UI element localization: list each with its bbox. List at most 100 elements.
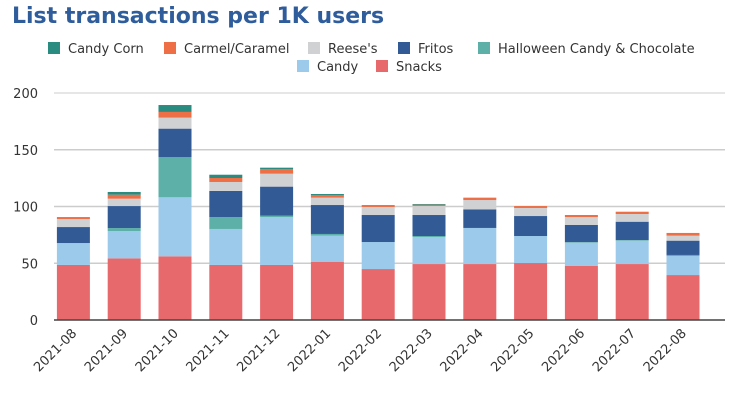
bar-segment-reese-s <box>310 197 344 206</box>
bar-segment-snacks <box>209 264 243 320</box>
legend-label: Fritos <box>418 42 454 57</box>
bar-segment-candy-corn <box>209 174 243 179</box>
bar-segment-snacks <box>615 264 649 320</box>
bar-segment-carmel-caramel <box>158 111 192 118</box>
bar-segment-fritos <box>260 186 294 216</box>
bar-segment-fritos <box>310 205 344 234</box>
bar-segment-carmel-caramel <box>514 206 548 208</box>
legend-item: Snacks <box>376 60 442 75</box>
bar-segment-carmel-caramel <box>564 215 598 218</box>
bar-segment-carmel-caramel <box>666 232 700 236</box>
chart-title: List transactions per 1K users <box>12 4 385 29</box>
legend-item: Halloween Candy & Chocolate <box>478 42 695 57</box>
bar-segment-candy <box>564 242 598 266</box>
y-tick-label: 0 <box>30 314 38 329</box>
legend-item: Candy <box>297 60 359 75</box>
bar-segment-reese-s <box>412 206 446 216</box>
legend-label: Candy <box>317 60 359 75</box>
legend-item: Carmel/Caramel <box>164 42 289 57</box>
bar-segment-reese-s <box>260 173 294 187</box>
bar-segment-carmel-caramel <box>615 211 649 214</box>
legend-swatch <box>478 42 490 54</box>
bar-segment-fritos <box>564 225 598 243</box>
bar-segment-fritos <box>666 240 700 255</box>
bar-segment-reese-s <box>564 217 598 226</box>
bar-segment-fritos <box>412 215 446 237</box>
bar-segment-halloween-candy-chocolate <box>666 254 700 256</box>
x-tick-label: 2022-08 <box>641 326 690 375</box>
bar-segment-snacks <box>666 275 700 320</box>
bar-segment-snacks <box>463 264 497 320</box>
bar-segment-carmel-caramel <box>56 217 90 219</box>
bar-segment-snacks <box>56 264 90 320</box>
bar-segment-candy <box>514 236 548 264</box>
bar-segment-carmel-caramel <box>361 205 395 207</box>
bar-segment-fritos <box>209 190 243 218</box>
legend-label: Snacks <box>396 60 442 75</box>
bar-segment-fritos <box>463 209 497 228</box>
bar-segment-candy <box>260 217 294 265</box>
bar-segment-candy-corn <box>107 191 141 195</box>
bar-segment-halloween-candy-chocolate <box>260 215 294 218</box>
x-tick-label: 2022-06 <box>539 326 588 375</box>
bar-segment-carmel-caramel <box>107 194 141 199</box>
bar-segment-reese-s <box>107 198 141 207</box>
bar-segment-reese-s <box>514 207 548 217</box>
bar-segment-snacks <box>361 269 395 320</box>
y-tick-label: 200 <box>13 87 38 102</box>
legend-swatch <box>164 42 176 54</box>
bar-segment-snacks <box>310 262 344 320</box>
bar-segment-halloween-candy-chocolate <box>310 233 344 236</box>
bar-segment-reese-s <box>666 235 700 241</box>
bar-segment-candy <box>209 228 243 265</box>
legend-swatch <box>376 60 388 72</box>
bar-segment-fritos <box>107 206 141 229</box>
x-tick-label: 2022-07 <box>590 326 639 375</box>
bar-segment-carmel-caramel <box>209 178 243 182</box>
bar-segment-candy-corn <box>158 105 192 112</box>
bar-segment-carmel-caramel <box>412 204 446 207</box>
bar-segment-reese-s <box>56 218 90 228</box>
bar-segment-candy <box>107 231 141 259</box>
legend-label: Halloween Candy & Chocolate <box>498 42 695 57</box>
bar-segment-halloween-candy-chocolate <box>615 240 649 241</box>
bar-segment-halloween-candy-chocolate <box>412 236 446 238</box>
x-tick-label: 2022-02 <box>336 326 385 375</box>
bar-segment-candy-corn <box>260 167 294 170</box>
legend-swatch <box>48 42 60 54</box>
bar-segment-halloween-candy-chocolate <box>209 217 243 229</box>
bar-segment-fritos <box>514 216 548 237</box>
x-tick-label: 2021-12 <box>234 326 283 375</box>
bar-segment-candy <box>463 227 497 265</box>
bar-segment-fritos <box>158 128 192 158</box>
legend-label: Carmel/Caramel <box>184 42 289 57</box>
bar-segment-candy <box>56 243 90 265</box>
y-tick-label: 50 <box>21 257 38 272</box>
x-tick-label: 2022-03 <box>387 326 436 375</box>
bar-segment-reese-s <box>361 206 395 216</box>
bar-segment-reese-s <box>463 200 497 210</box>
bar-segment-snacks <box>260 264 294 320</box>
y-tick-label: 150 <box>13 144 38 159</box>
x-tick-label: 2021-09 <box>82 326 131 375</box>
x-tick-label: 2022-05 <box>488 326 537 375</box>
x-tick-label: 2022-01 <box>285 326 334 375</box>
x-tick-label: 2021-10 <box>133 326 182 375</box>
legend-item: Candy Corn <box>48 42 144 57</box>
legend-label: Candy Corn <box>68 42 144 57</box>
bar-segment-carmel-caramel <box>463 197 497 201</box>
bar-segment-fritos <box>615 221 649 241</box>
legend-item: Reese's <box>308 42 378 57</box>
bar-segment-halloween-candy-chocolate <box>158 157 192 198</box>
bar-segment-candy <box>158 197 192 257</box>
bar-segment-reese-s <box>158 117 192 129</box>
bar-segment-carmel-caramel <box>260 169 294 174</box>
y-tick-label: 100 <box>13 201 38 216</box>
legend-label: Reese's <box>328 42 378 57</box>
x-tick-label: 2022-04 <box>438 326 487 375</box>
bar-segment-fritos <box>56 227 90 244</box>
bar-segment-candy <box>615 240 649 265</box>
bar-segment-fritos <box>361 215 395 243</box>
